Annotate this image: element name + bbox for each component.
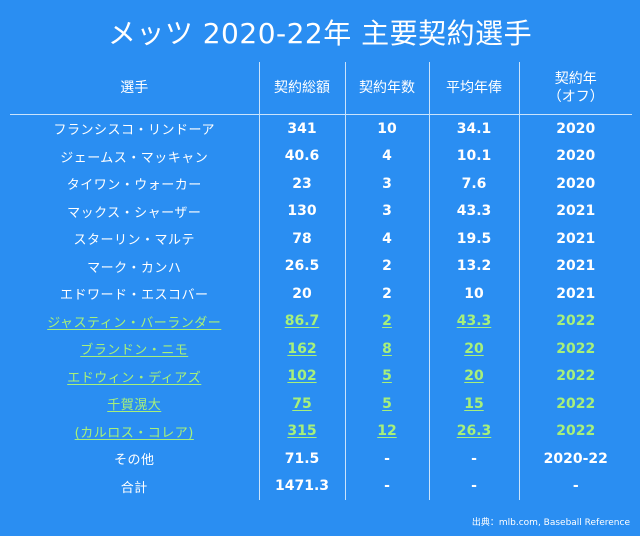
- cell-total[interactable]: 315: [258, 417, 345, 445]
- cell-total[interactable]: 102: [258, 362, 345, 390]
- cell-player: ジェームス・マッキャン: [60, 150, 209, 166]
- cell-years: 2: [344, 280, 429, 308]
- cell-contract-year: 2022: [518, 307, 632, 335]
- cell-total: 1471.3: [258, 472, 345, 500]
- cell-years: 2: [344, 252, 429, 280]
- cell-average: 7.6: [428, 170, 519, 198]
- cell-average: 10.1: [428, 142, 519, 170]
- cell-player: エドワード・エスコバー: [59, 288, 209, 304]
- cell-player: マックス・シャーザー: [67, 205, 202, 221]
- cell-contract-year: 2021: [518, 197, 632, 225]
- cell-average: 34.1: [428, 114, 519, 143]
- table-row: スターリン・マルテ 78 4 19.5 2021: [10, 225, 632, 253]
- table-row: ジェームス・マッキャン 40.6 4 10.1 2020: [10, 142, 632, 170]
- header-contract-year: 契約年 （オフ）: [518, 62, 632, 115]
- cell-average[interactable]: 20: [428, 335, 519, 363]
- cell-average: 10: [428, 280, 519, 308]
- cell-contract-year: 2022: [518, 362, 632, 390]
- header-contract-year-line1: 契約年: [554, 71, 597, 87]
- cell-total: 341: [258, 114, 345, 143]
- cell-player: その他: [113, 453, 155, 469]
- table-row: マーク・カンハ 26.5 2 13.2 2021: [10, 252, 632, 280]
- cell-total: 20: [258, 280, 345, 308]
- cell-years: 4: [344, 225, 429, 253]
- cell-years: 10: [344, 114, 429, 143]
- cell-average: 19.5: [428, 225, 519, 253]
- cell-average: -: [428, 445, 519, 473]
- cell-years: -: [344, 472, 429, 500]
- table-row: エドウィン・ディアズ 102 5 20 2022: [10, 362, 632, 390]
- cell-years[interactable]: 5: [344, 362, 429, 390]
- cell-average: -: [428, 472, 519, 500]
- cell-total[interactable]: 86.7: [258, 307, 345, 335]
- cell-player[interactable]: 千賀滉大: [107, 398, 162, 414]
- cell-years: 3: [344, 170, 429, 198]
- cell-total[interactable]: 75: [258, 390, 345, 418]
- cell-total: 130: [258, 197, 345, 225]
- cell-average[interactable]: 43.3: [428, 307, 519, 335]
- table-row: タイワン・ウォーカー 23 3 7.6 2020: [10, 170, 632, 198]
- header-average: 平均年俸: [428, 62, 519, 115]
- cell-player[interactable]: エドウィン・ディアズ: [67, 370, 202, 386]
- table-row: ジャスティン・バーランダー 86.7 2 43.3 2022: [10, 307, 632, 335]
- cell-years[interactable]: 8: [344, 335, 429, 363]
- table-row: 千賀滉大 75 5 15 2022: [10, 390, 632, 418]
- cell-player: スターリン・マルテ: [73, 233, 195, 249]
- chart-title: メッツ 2020-22年 主要契約選手: [107, 17, 533, 50]
- cell-total: 26.5: [258, 252, 345, 280]
- cell-average[interactable]: 15: [428, 390, 519, 418]
- cell-total: 40.6: [258, 142, 345, 170]
- table-body: フランシスコ・リンドーア 341 10 34.1 2020 ジェームス・マッキャン 40.6…: [10, 114, 632, 500]
- cell-player[interactable]: (カルロス・コレア): [74, 425, 194, 441]
- cell-contract-year: 2020: [518, 142, 632, 170]
- table-row: 合計 1471.3- - -: [10, 472, 632, 500]
- header-total: 契約総額: [258, 62, 345, 115]
- cell-total: 71.5: [258, 445, 345, 473]
- contracts-table: 選手 契約総額 契約年数 平均年俸 契約年 （オフ） フランシスコ・リンドーア 3…: [10, 62, 632, 500]
- cell-contract-year: 2022: [518, 417, 632, 445]
- cell-years[interactable]: 5: [344, 390, 429, 418]
- cell-average: 43.3: [428, 197, 519, 225]
- cell-contract-year: 2021: [518, 225, 632, 253]
- cell-player[interactable]: ジャスティン・バーランダー: [47, 315, 222, 331]
- table-header-row: 選手 契約総額 契約年数 平均年俸 契約年 （オフ）: [10, 62, 632, 115]
- header-years: 契約年数: [344, 62, 429, 115]
- header-player: 選手: [10, 62, 259, 115]
- cell-total[interactable]: 162: [258, 335, 345, 363]
- cell-contract-year: 2020: [518, 170, 632, 198]
- cell-years[interactable]: 12: [344, 417, 429, 445]
- table-row: その他 71.5- -2020-22: [10, 445, 632, 473]
- source-note: 出典：mlb.com, Baseball Reference: [471, 518, 630, 528]
- cell-years[interactable]: 2: [344, 307, 429, 335]
- table-row: (カルロス・コレア) 315 12 26.3 2022: [10, 417, 632, 445]
- cell-player[interactable]: ブランドン・ニモ: [80, 343, 189, 359]
- cell-average: 13.2: [428, 252, 519, 280]
- cell-average[interactable]: 20: [428, 362, 519, 390]
- cell-contract-year: 2022: [518, 335, 632, 363]
- cell-years: 3: [344, 197, 429, 225]
- cell-contract-year: 2020: [518, 114, 632, 143]
- cell-player: 合計: [120, 480, 148, 496]
- table-row: フランシスコ・リンドーア 341 10 34.1 2020: [10, 114, 632, 143]
- table-row: マックス・シャーザー 130 3 43.3 2021: [10, 197, 632, 225]
- cell-contract-year: 2021: [518, 252, 632, 280]
- cell-player: マーク・カンハ: [87, 260, 182, 276]
- cell-contract-year: 2022: [518, 390, 632, 418]
- cell-player: フランシスコ・リンドーア: [53, 123, 215, 139]
- cell-total: 78: [258, 225, 345, 253]
- cell-contract-year: 2021: [518, 280, 632, 308]
- table-row: ブランドン・ニモ 162 8 20 2022: [10, 335, 632, 363]
- cell-player: タイワン・ウォーカー: [66, 178, 202, 194]
- cell-total: 23: [258, 170, 345, 198]
- cell-contract-year: 2020-22: [518, 445, 632, 473]
- cell-years: -: [344, 445, 429, 473]
- header-contract-year-line2: （オフ）: [547, 89, 604, 105]
- cell-contract-year: -: [518, 472, 632, 500]
- cell-years: 4: [344, 142, 429, 170]
- table-row: エドワード・エスコバー 20 2 10 2021: [10, 280, 632, 308]
- cell-average[interactable]: 26.3: [428, 417, 519, 445]
